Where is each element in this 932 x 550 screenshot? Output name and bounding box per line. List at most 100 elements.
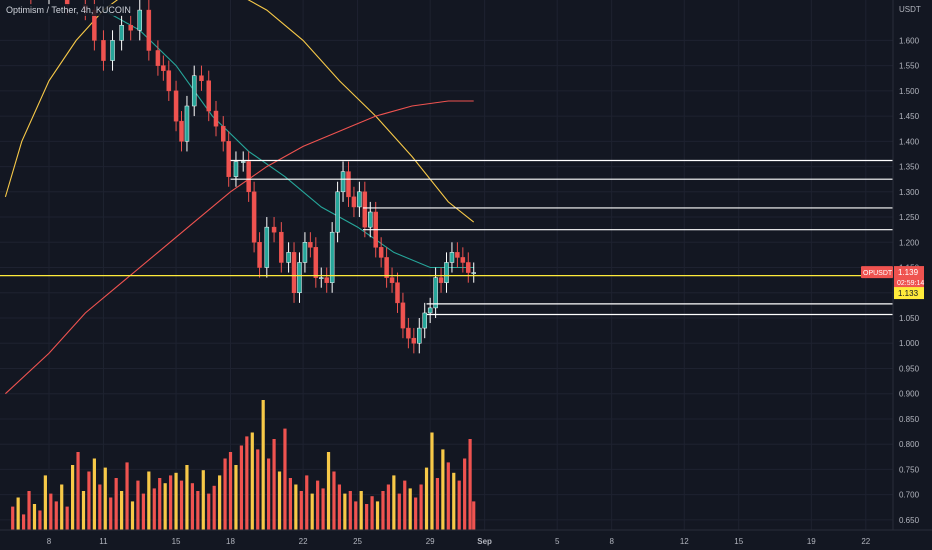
x-tick-label: 18 [226, 537, 235, 546]
candle-body [291, 252, 297, 294]
volume-bar [16, 497, 20, 530]
volume-bar [337, 484, 342, 530]
volume-bar [424, 467, 429, 530]
volume-bar [103, 467, 107, 530]
candle-body [166, 70, 172, 92]
candle-body [279, 231, 284, 263]
volume-bar [272, 439, 276, 530]
volume-bar [201, 470, 205, 530]
candle-body [438, 277, 444, 283]
volume-bar [381, 491, 385, 530]
volume-bar [359, 491, 363, 530]
volume-bar [370, 496, 374, 530]
candle-body [400, 302, 406, 329]
volume-bar [190, 483, 194, 530]
y-tick-label: 0.850 [899, 415, 920, 424]
volume-bar [223, 458, 227, 530]
volume-bar [326, 452, 331, 530]
volume-bar [228, 452, 233, 530]
volume-bar [316, 480, 320, 530]
volume-bar [310, 493, 314, 530]
candle-body [362, 191, 368, 228]
volume-bar [348, 491, 352, 530]
x-tick-label: 8 [47, 537, 52, 546]
candle-body [351, 196, 357, 208]
candle-body [240, 161, 246, 163]
y-tick-label: 1.550 [899, 62, 920, 71]
y-tick-label: 0.950 [899, 364, 920, 373]
candle-body [206, 80, 211, 112]
candle-body [449, 252, 455, 263]
candle-body [226, 141, 231, 177]
volume-bar [392, 475, 396, 530]
symbol-label: OPUSDT [863, 270, 893, 277]
volume-bar [430, 432, 434, 530]
volume-bar [32, 504, 37, 530]
volume-bar [375, 501, 380, 530]
volume-bar [354, 501, 358, 530]
candle-body [128, 24, 133, 31]
x-tick-label: 15 [172, 537, 181, 546]
candle-body [357, 191, 362, 208]
volume-bar [435, 478, 440, 530]
volume-bar [49, 493, 53, 530]
candle-body [271, 226, 277, 233]
volume-bar [109, 497, 113, 530]
volume-bar [114, 478, 118, 530]
volume-bar [403, 480, 407, 530]
volume-bar [256, 449, 260, 530]
candle-body [384, 257, 389, 278]
volume-bar [446, 462, 450, 530]
level-price-badge [894, 287, 924, 300]
candle-body [335, 191, 340, 233]
volume-bar [239, 445, 244, 530]
volume-bar [457, 480, 461, 530]
candle-body [329, 231, 335, 283]
y-tick-label: 1.200 [899, 238, 920, 247]
volume-bar [147, 471, 151, 530]
candle-body [264, 226, 270, 268]
volume-bar [54, 501, 58, 530]
candle-body [417, 327, 422, 344]
y-tick-label: 1.500 [899, 87, 920, 96]
y-tick-label: 0.900 [899, 390, 920, 399]
candle-body [455, 252, 460, 258]
candle-body [460, 257, 466, 263]
candle-body [313, 247, 319, 278]
volume-bar [386, 484, 391, 530]
volume-bar [343, 493, 347, 530]
volume-bar [408, 488, 412, 530]
chart-title: Optimism / Tether, 4h, KUCOIN [4, 4, 133, 16]
x-tick-label: 22 [861, 537, 870, 546]
volume-bar [92, 458, 96, 530]
volume-bar [397, 493, 401, 530]
volume-bar [43, 475, 47, 530]
candle-body [191, 75, 197, 107]
candle-body [257, 242, 262, 268]
candle-body [184, 105, 190, 142]
y-tick-label: 1.600 [899, 36, 920, 45]
x-tick-label: Sep [477, 537, 492, 546]
volume-bar [60, 484, 64, 530]
volume-bar [185, 465, 189, 530]
volume-bar [250, 432, 254, 530]
volume-bar [414, 497, 418, 530]
volume-bar [294, 484, 298, 530]
y-tick-label: 1.250 [899, 213, 920, 222]
candle-body [378, 247, 384, 258]
x-tick-label: 15 [734, 537, 743, 546]
volume-bar [136, 480, 140, 530]
candle-body [466, 262, 471, 273]
candle-body [233, 161, 239, 177]
volume-bar [120, 491, 124, 530]
volume-bar [196, 491, 200, 530]
x-tick-label: 12 [680, 537, 689, 546]
volume-bar [27, 491, 31, 530]
candle-body [395, 282, 400, 304]
last-price-badge [894, 266, 924, 289]
volume-bar [212, 485, 216, 530]
time-axis [0, 530, 932, 550]
x-tick-label: 19 [807, 537, 816, 546]
volume-bar [472, 501, 476, 530]
